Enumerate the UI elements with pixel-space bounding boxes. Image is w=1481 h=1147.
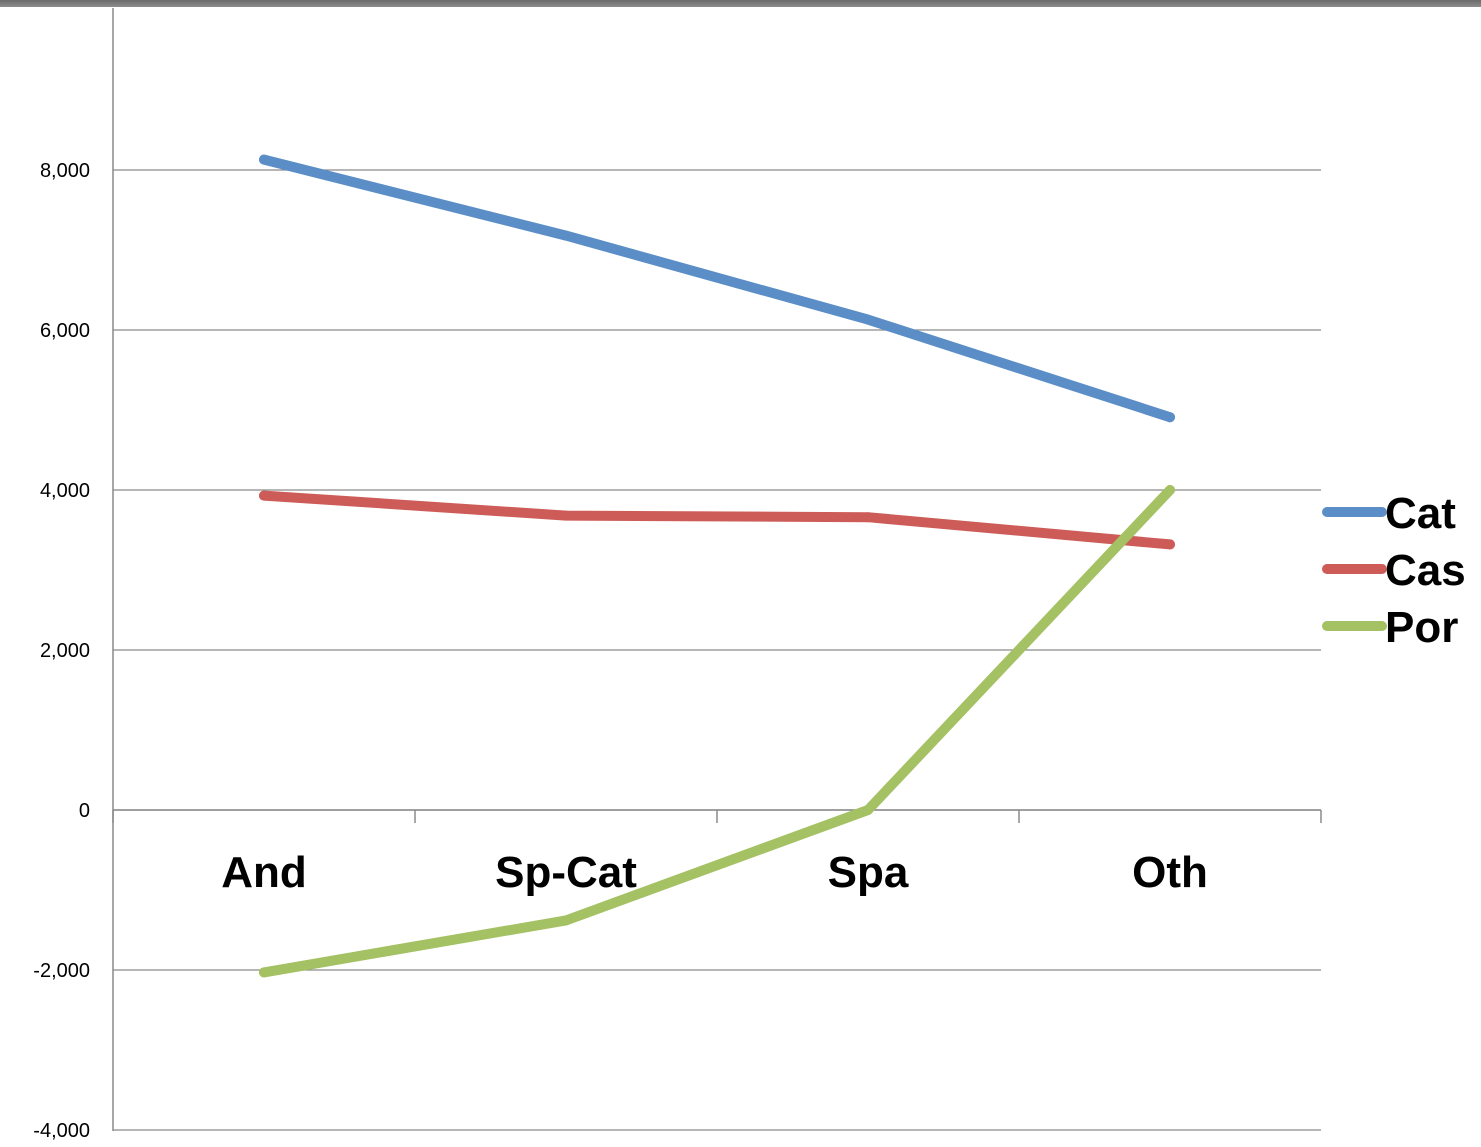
series-lines (259, 154, 1175, 978)
y-tick-label: 8,000 (40, 160, 90, 182)
data-point-por (1165, 485, 1175, 495)
data-point-cas (1165, 539, 1175, 550)
data-point-cat (863, 314, 873, 325)
x-category-label: And (221, 848, 307, 897)
data-point-cat (561, 230, 571, 241)
legend: Cat Cas Por (1322, 489, 1466, 652)
data-point-por (561, 915, 571, 926)
x-axis-category-labels: And Sp-Cat Spa Oth (221, 848, 1208, 897)
gridlines (113, 169, 1321, 1131)
series-line-cat (259, 154, 1175, 423)
y-axis-tick-labels: -4,000 -2,000 0 2,000 4,000 6,000 8,000 (33, 160, 90, 1142)
data-point-cat (259, 154, 269, 165)
y-tick-label: 4,000 (40, 480, 90, 502)
data-point-cas (863, 512, 873, 523)
legend-label-cat: Cat (1385, 489, 1456, 538)
legend-label-por: Por (1385, 603, 1458, 652)
y-tick-label: -2,000 (33, 960, 90, 982)
data-point-cas (561, 510, 571, 521)
data-point-cat (1165, 412, 1175, 423)
x-category-label: Oth (1132, 848, 1208, 897)
series-line-por (259, 485, 1175, 978)
y-tick-label: 6,000 (40, 320, 90, 342)
window-top-border (0, 0, 1481, 7)
x-category-label: Spa (828, 848, 909, 897)
y-tick-label: -4,000 (33, 1120, 90, 1142)
legend-label-cas: Cas (1385, 546, 1466, 595)
series-line-cas (259, 490, 1175, 550)
y-tick-label: 2,000 (40, 640, 90, 662)
data-point-por (863, 805, 873, 815)
y-tick-label: 0 (79, 800, 90, 822)
data-point-cas (259, 490, 269, 501)
axes (112, 8, 1322, 1131)
x-category-label: Sp-Cat (495, 848, 637, 897)
data-point-por (259, 967, 269, 978)
